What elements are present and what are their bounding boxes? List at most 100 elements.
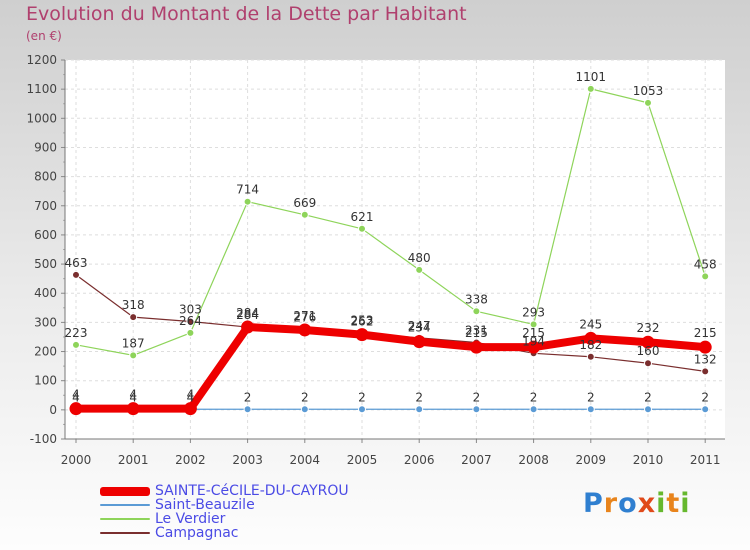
data-point	[72, 270, 80, 279]
data-point	[355, 328, 369, 342]
logo-letter: t	[666, 488, 681, 519]
proxiti-logo: Proxiti	[583, 488, 691, 519]
series-line	[72, 323, 710, 413]
y-tick-label: 100	[34, 374, 57, 388]
data-label: 215	[522, 326, 545, 340]
data-point	[701, 272, 710, 281]
legend-item: SAINTE-CéCILE-DU-CAYROU	[100, 484, 349, 498]
logo-letter: i	[680, 488, 691, 519]
data-label: 234	[408, 321, 431, 335]
data-label: 182	[579, 338, 602, 352]
y-tick-label: 900	[34, 140, 57, 154]
data-label: 303	[179, 303, 202, 317]
data-label: 264	[179, 314, 202, 328]
data-point	[415, 265, 424, 274]
legend-swatch	[100, 518, 150, 520]
data-point	[701, 405, 710, 414]
y-tick-label: 200	[34, 345, 57, 359]
data-point	[472, 405, 481, 414]
x-tick-label: 2009	[576, 453, 607, 467]
data-point	[358, 405, 366, 414]
y-tick-label: 800	[34, 170, 57, 184]
data-label: 2	[358, 390, 366, 404]
logo-letter: P	[583, 488, 604, 519]
series-2	[72, 84, 710, 360]
data-label: 1101	[576, 70, 607, 84]
data-point	[586, 352, 595, 361]
data-point	[644, 405, 652, 414]
data-point	[186, 328, 195, 337]
data-point	[584, 331, 598, 345]
plot-background	[65, 60, 725, 439]
data-point	[243, 197, 252, 206]
data-label: 160	[637, 344, 660, 358]
y-tick-label: 1000	[26, 111, 57, 125]
data-label: 2	[415, 390, 423, 404]
data-point	[529, 320, 538, 329]
data-label: 215	[465, 326, 488, 340]
data-point	[412, 335, 426, 349]
y-tick-label: 400	[34, 286, 57, 300]
data-label: 4	[187, 388, 195, 402]
legend-swatch	[100, 532, 150, 534]
data-point	[472, 307, 481, 316]
x-tick-label: 2006	[404, 453, 435, 467]
y-tick-label: 500	[34, 257, 57, 271]
data-label: 669	[293, 196, 316, 210]
data-point	[701, 367, 710, 376]
data-label: 2	[301, 390, 309, 404]
data-point	[698, 340, 712, 354]
x-tick-label: 2008	[518, 453, 549, 467]
legend-label: SAINTE-CéCILE-DU-CAYROU	[155, 483, 349, 499]
y-tick-label: -100	[30, 432, 57, 446]
x-tick-label: 2007	[461, 453, 492, 467]
legend-item: Campagnac	[100, 526, 349, 540]
data-label: 338	[465, 292, 488, 306]
data-label: 4	[72, 388, 80, 402]
data-label: 262	[351, 314, 374, 328]
x-tick-label: 2001	[118, 453, 149, 467]
data-label: 2	[701, 390, 709, 404]
data-label: 2	[530, 390, 538, 404]
data-label: 714	[236, 183, 259, 197]
data-point	[129, 351, 138, 360]
chart-title: Evolution du Montant de la Dette par Hab…	[26, 3, 467, 25]
series-line	[75, 88, 706, 356]
x-tick-label: 2010	[633, 453, 664, 467]
data-point	[126, 402, 140, 416]
y-tick-label: 600	[34, 228, 57, 242]
data-label: 2	[473, 390, 481, 404]
data-label: 2	[644, 390, 652, 404]
data-label: 276	[293, 310, 316, 324]
data-label: 194	[522, 334, 545, 348]
legend-label: Saint-Beauzile	[155, 497, 255, 513]
data-label: 621	[351, 210, 374, 224]
data-label: 215	[694, 326, 717, 340]
data-label: 318	[122, 298, 145, 312]
data-point	[644, 359, 652, 368]
logo-letter: r	[603, 488, 619, 519]
data-label: 1053	[633, 84, 664, 98]
x-tick-label: 2011	[690, 453, 721, 467]
data-label: 247	[408, 319, 431, 333]
data-point	[69, 402, 83, 416]
data-label: 4	[72, 390, 80, 404]
logo-letter: x	[637, 488, 657, 519]
chart-subtitle: (en €)	[26, 29, 62, 43]
data-label: 253	[351, 314, 374, 328]
data-label: 284	[236, 306, 259, 320]
data-label: 4	[187, 390, 195, 404]
x-tick-label: 2002	[175, 453, 206, 467]
data-point	[641, 335, 655, 349]
data-label: 4	[129, 390, 137, 404]
legend-item: Saint-Beauzile	[100, 498, 349, 512]
data-label: 245	[579, 317, 602, 331]
data-point	[644, 98, 652, 107]
x-tick-label: 2005	[347, 453, 378, 467]
data-point	[129, 313, 138, 322]
data-point	[300, 210, 309, 219]
data-point	[358, 224, 366, 233]
data-label: 2	[244, 390, 252, 404]
data-point	[300, 405, 309, 414]
